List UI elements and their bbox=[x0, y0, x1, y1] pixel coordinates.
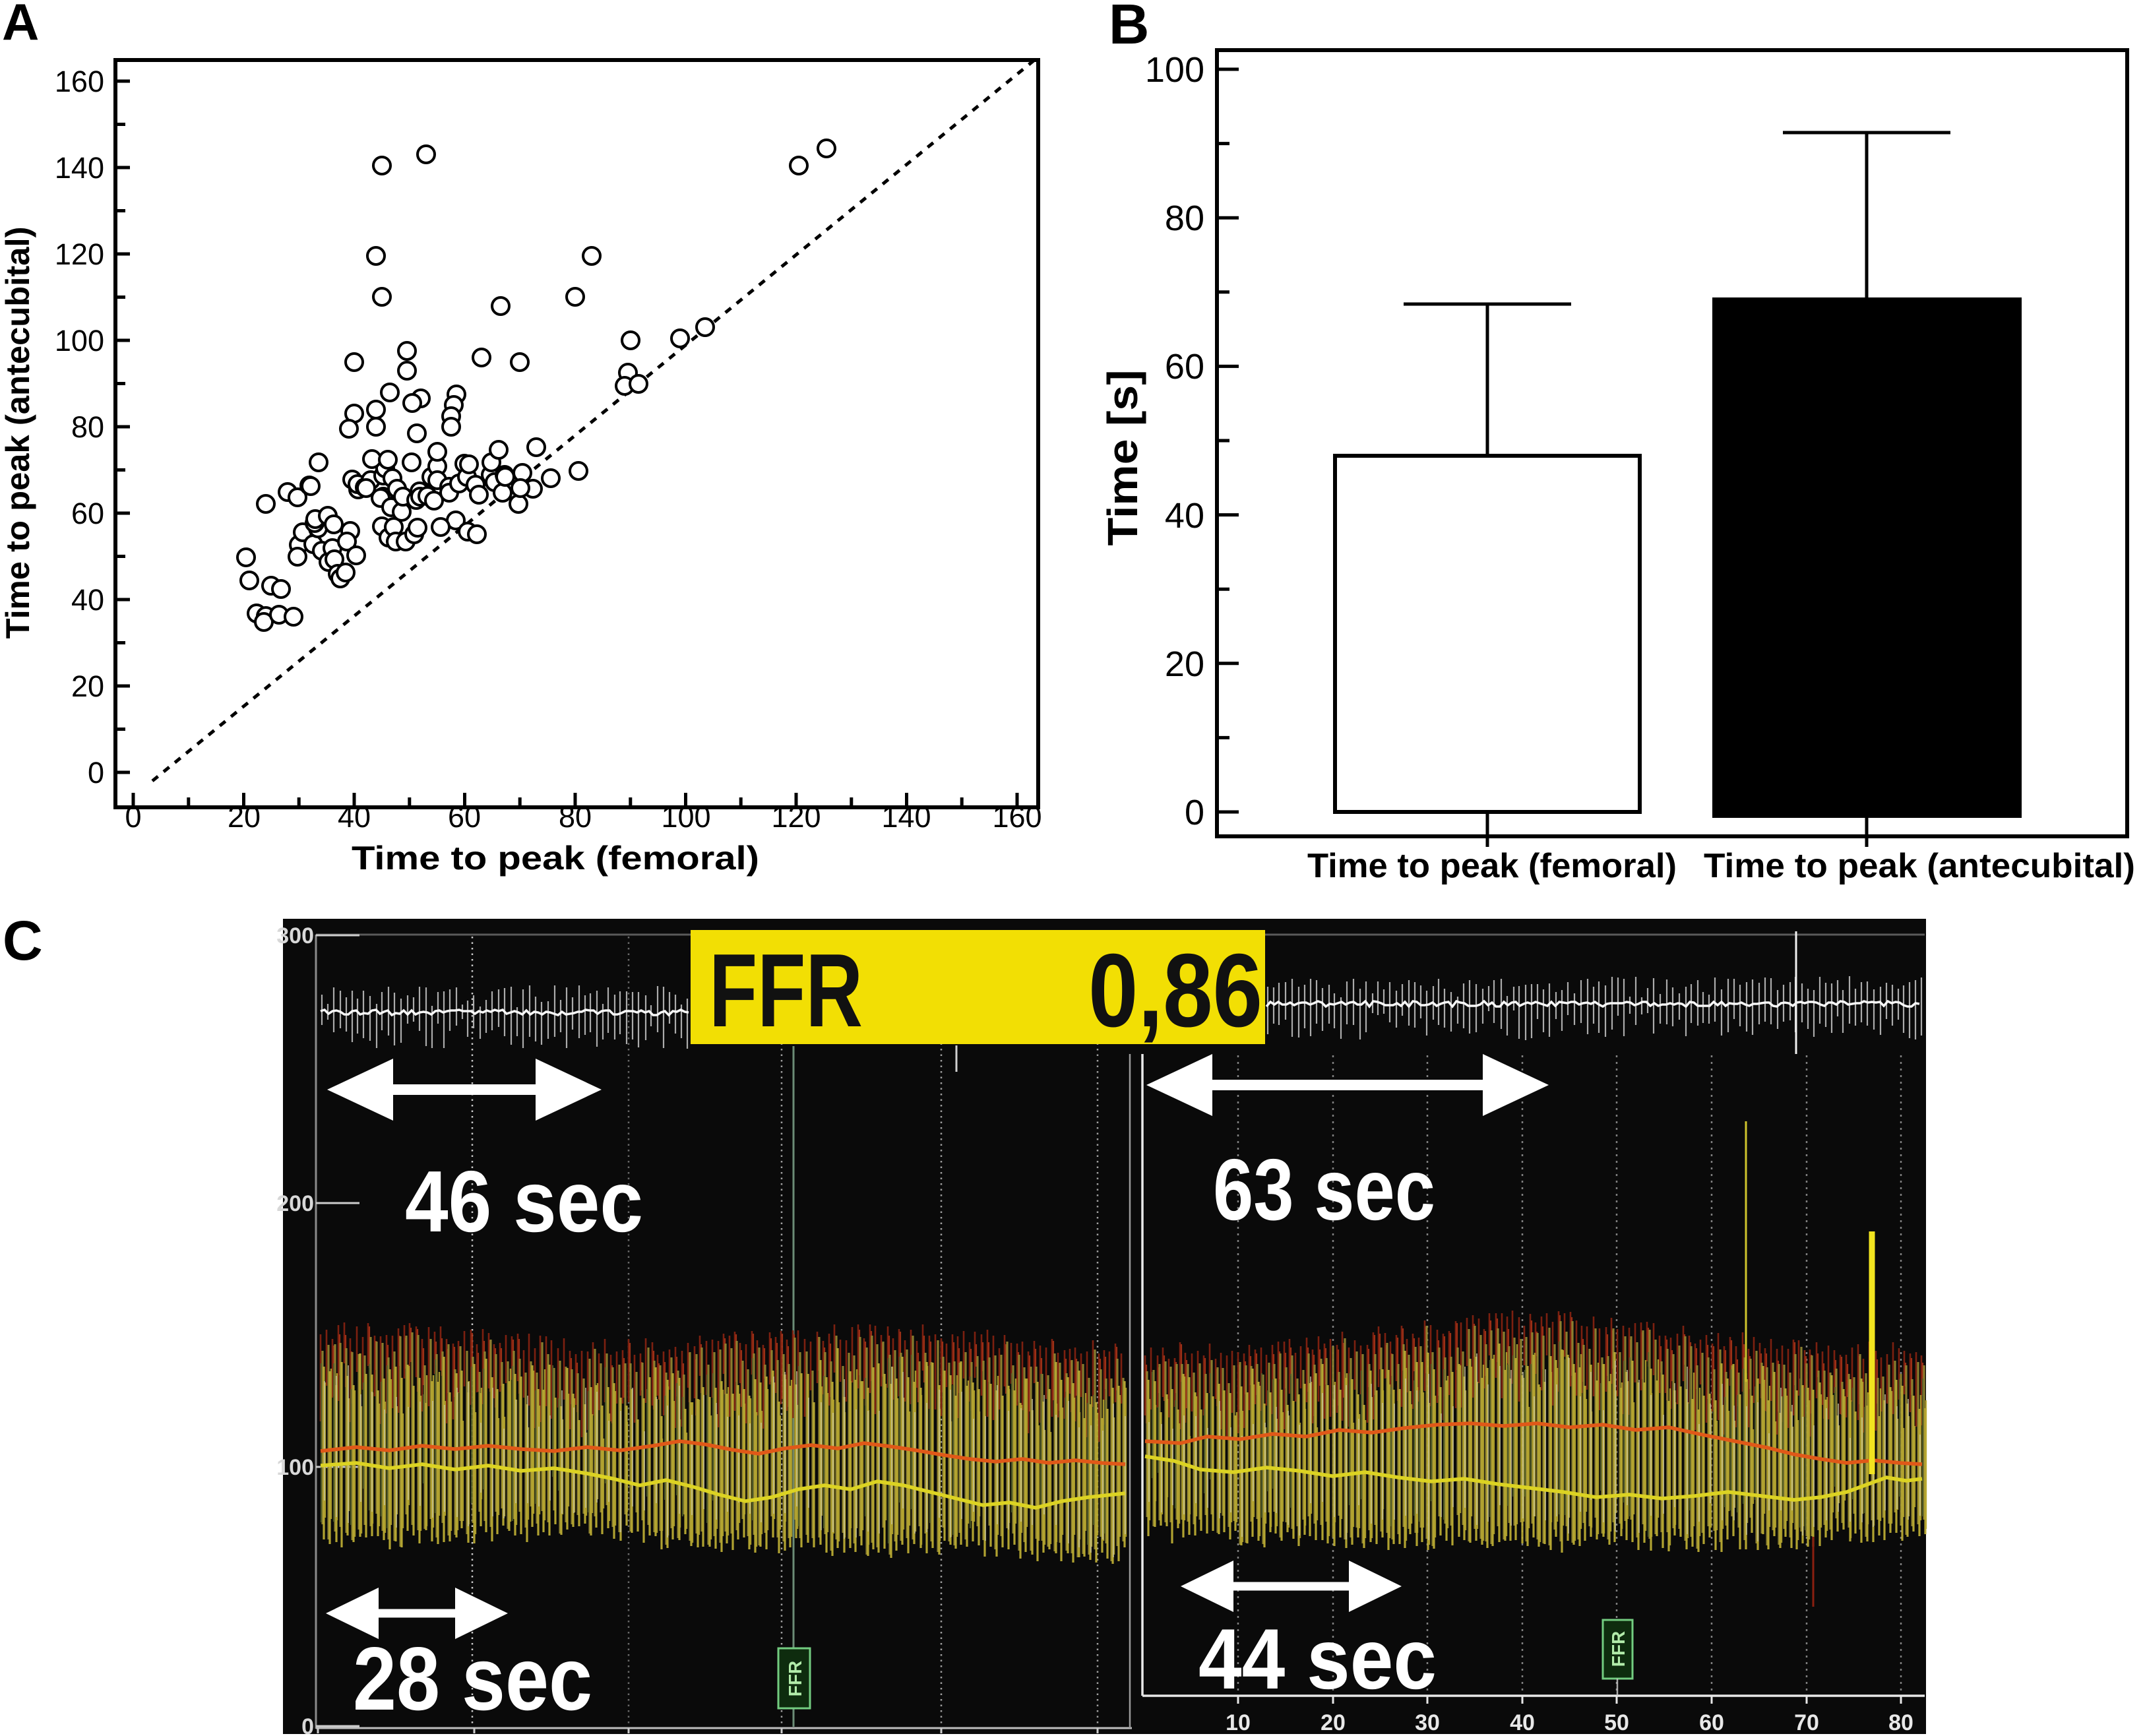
svg-text:80: 80 bbox=[1888, 1710, 1913, 1735]
svg-text:20: 20 bbox=[71, 669, 104, 703]
svg-text:Time to peak (antecubital): Time to peak (antecubital) bbox=[1704, 847, 2135, 885]
svg-text:200: 200 bbox=[276, 1191, 314, 1216]
svg-text:40: 40 bbox=[338, 800, 371, 834]
svg-text:44 sec: 44 sec bbox=[1198, 1611, 1437, 1707]
svg-text:Time to peak (femoral): Time to peak (femoral) bbox=[1307, 847, 1677, 885]
svg-text:50: 50 bbox=[1604, 1710, 1629, 1735]
svg-text:Time to peak (femoral): Time to peak (femoral) bbox=[352, 840, 759, 877]
svg-text:63 sec: 63 sec bbox=[1213, 1141, 1435, 1238]
svg-text:40: 40 bbox=[1510, 1710, 1535, 1735]
svg-text:B: B bbox=[1109, 0, 1149, 56]
svg-text:20: 20 bbox=[1165, 644, 1204, 684]
svg-text:80: 80 bbox=[1165, 199, 1204, 238]
svg-text:0: 0 bbox=[1185, 793, 1204, 832]
svg-text:140: 140 bbox=[55, 151, 104, 185]
svg-text:FFR: FFR bbox=[785, 1661, 805, 1696]
svg-text:120: 120 bbox=[771, 800, 821, 834]
svg-text:10: 10 bbox=[1226, 1710, 1251, 1735]
svg-text:46 sec: 46 sec bbox=[405, 1153, 643, 1250]
svg-text:40: 40 bbox=[71, 583, 104, 617]
svg-text:FFR: FFR bbox=[709, 933, 863, 1049]
svg-text:28 sec: 28 sec bbox=[353, 1628, 592, 1729]
svg-text:160: 160 bbox=[992, 800, 1041, 834]
svg-text:70: 70 bbox=[1794, 1710, 1819, 1735]
svg-text:20: 20 bbox=[228, 800, 261, 834]
svg-text:100: 100 bbox=[276, 1455, 314, 1480]
svg-text:60: 60 bbox=[1699, 1710, 1724, 1735]
svg-text:100: 100 bbox=[661, 800, 710, 834]
svg-text:60: 60 bbox=[71, 497, 104, 530]
svg-text:Time to peak (antecubital): Time to peak (antecubital) bbox=[0, 227, 36, 639]
svg-text:C: C bbox=[3, 910, 43, 972]
svg-text:80: 80 bbox=[71, 410, 104, 444]
svg-text:100: 100 bbox=[1145, 50, 1204, 90]
svg-text:40: 40 bbox=[1165, 496, 1204, 536]
svg-text:160: 160 bbox=[55, 65, 104, 98]
svg-text:0: 0 bbox=[88, 756, 104, 790]
svg-text:20: 20 bbox=[1321, 1710, 1346, 1735]
svg-text:140: 140 bbox=[881, 800, 931, 834]
svg-text:60: 60 bbox=[448, 800, 481, 834]
svg-text:120: 120 bbox=[55, 237, 104, 271]
svg-text:100: 100 bbox=[55, 324, 104, 357]
svg-text:Time [s]: Time [s] bbox=[1099, 370, 1146, 546]
svg-text:A: A bbox=[2, 0, 39, 51]
svg-text:0: 0 bbox=[125, 800, 141, 834]
svg-text:30: 30 bbox=[1415, 1710, 1440, 1735]
svg-text:0,86: 0,86 bbox=[1088, 933, 1262, 1049]
svg-text:FFR: FFR bbox=[1608, 1631, 1629, 1667]
svg-text:80: 80 bbox=[559, 800, 592, 834]
svg-text:300: 300 bbox=[276, 923, 314, 948]
svg-text:0: 0 bbox=[301, 1714, 314, 1736]
svg-text:60: 60 bbox=[1165, 347, 1204, 387]
